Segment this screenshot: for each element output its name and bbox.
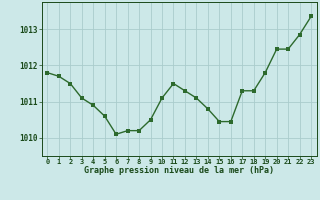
X-axis label: Graphe pression niveau de la mer (hPa): Graphe pression niveau de la mer (hPa) (84, 166, 274, 175)
